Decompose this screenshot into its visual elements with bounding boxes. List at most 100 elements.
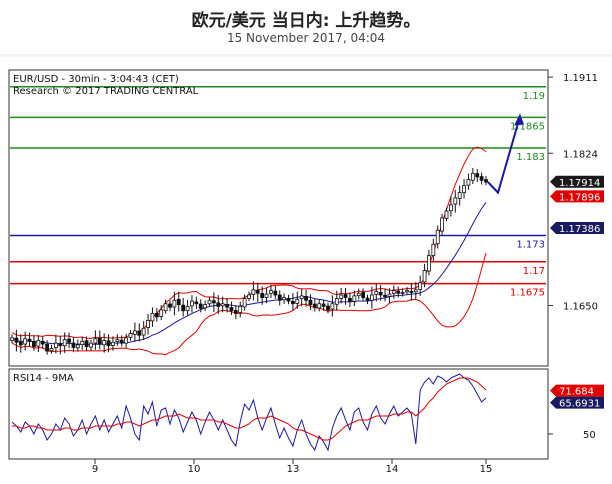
chart-info-line-2: Research © 2017 TRADING CENTRAL — [13, 86, 199, 97]
page-subtitle: 15 November 2017, 04:04 — [226, 31, 386, 45]
candle-body — [49, 347, 54, 352]
candle-body — [255, 290, 260, 294]
candle-body — [435, 229, 440, 245]
page-title: 欧元/美元 当日内: 上升趋势。 — [191, 11, 421, 31]
level-label: 1.1865 — [510, 121, 545, 132]
candle-body — [470, 172, 475, 181]
forecast-arrow — [487, 113, 524, 195]
candle-body — [251, 289, 256, 295]
candle-body — [400, 291, 405, 294]
candle-body — [396, 290, 401, 294]
candle-body — [387, 293, 392, 297]
header: 欧元/美元 当日内: 上升趋势。 15 November 2017, 04:04 — [0, 0, 612, 57]
x-tick-label: 13 — [287, 464, 300, 475]
x-tick-label: 14 — [386, 464, 399, 475]
candle-body — [229, 307, 234, 312]
candle-body — [67, 338, 71, 343]
candle-body — [369, 294, 374, 301]
candle-body — [321, 303, 326, 307]
candle-body — [89, 342, 93, 348]
candle-body — [150, 312, 155, 322]
candle-body — [264, 293, 269, 298]
level-label: 1.173 — [516, 240, 545, 251]
x-tick-label: 9 — [92, 464, 98, 475]
candle-body — [190, 300, 194, 307]
candle-body — [352, 295, 357, 302]
candle-body — [374, 291, 379, 295]
candle-body — [312, 303, 317, 308]
candle-body — [304, 295, 308, 301]
candle-body — [97, 337, 102, 345]
candle-body — [260, 293, 265, 299]
candle-body — [18, 341, 23, 346]
candle-body — [53, 342, 58, 348]
candle-body — [207, 299, 212, 305]
price-pane-frame — [8, 69, 549, 367]
candle-body — [84, 340, 89, 348]
candle-body — [479, 176, 484, 181]
candle-body — [361, 292, 366, 299]
candle-body — [457, 192, 462, 199]
candle-body — [62, 339, 67, 347]
moving-average — [11, 202, 487, 346]
candle-body — [484, 179, 488, 183]
bollinger-upper — [11, 146, 487, 339]
candle-body — [440, 217, 445, 232]
price-levels: 1.19 1.1865 1.183 1.173 1.17 1.1675 — [10, 85, 546, 299]
candle-body — [391, 290, 396, 294]
candle-body — [132, 330, 137, 335]
candle-body — [194, 301, 199, 305]
price-tag-label: 1.17896 — [559, 192, 600, 203]
candle-body — [238, 305, 243, 313]
candle-body — [124, 337, 129, 344]
y-tick-label: 1.1824 — [563, 149, 598, 160]
candle-body — [462, 185, 466, 194]
candle-body — [466, 179, 471, 186]
candle-body — [198, 303, 203, 309]
candle-body — [286, 298, 291, 302]
candle-body — [356, 292, 361, 297]
candle-body — [413, 289, 418, 293]
candle-body — [163, 303, 168, 312]
candle-body — [115, 339, 120, 342]
candle-body — [308, 299, 313, 306]
candle-body — [71, 342, 76, 348]
candle-body — [168, 303, 172, 308]
candle-body — [119, 339, 124, 344]
chart-info-line-1: EUR/USD - 30min - 3:04:43 (CET) — [13, 74, 179, 85]
candle-body — [27, 338, 32, 342]
candle-body — [475, 173, 480, 178]
candle-body — [317, 303, 322, 309]
candle-body — [448, 204, 453, 212]
candle-body — [247, 294, 251, 299]
candle-body — [299, 295, 304, 299]
price-tag-label: 1.17386 — [559, 224, 600, 235]
candle-body — [233, 310, 238, 314]
price-tag-box — [550, 396, 604, 409]
candle-body — [14, 337, 19, 343]
candle-body — [32, 340, 36, 348]
rsi-series-line — [12, 377, 487, 441]
candle-body — [343, 294, 348, 299]
candle-body — [181, 304, 186, 312]
candle-body — [339, 294, 344, 299]
bollinger-lower — [11, 252, 487, 356]
candle-body — [80, 340, 85, 346]
candle-body — [295, 298, 300, 304]
candle-body — [172, 299, 177, 308]
candle-body — [111, 341, 115, 346]
price-tag-label: 65.6931 — [559, 399, 600, 410]
price-tag-box — [550, 221, 604, 234]
candle-body — [93, 338, 98, 344]
candle-body — [405, 290, 409, 293]
candle-body — [216, 302, 221, 307]
y-tick-label: 1.1650 — [563, 302, 598, 313]
candle-body — [225, 304, 229, 308]
candle-body — [106, 340, 111, 347]
candle-body — [348, 298, 352, 302]
candle-body — [102, 340, 107, 346]
candle-body — [290, 300, 295, 305]
candle-body — [334, 298, 339, 305]
